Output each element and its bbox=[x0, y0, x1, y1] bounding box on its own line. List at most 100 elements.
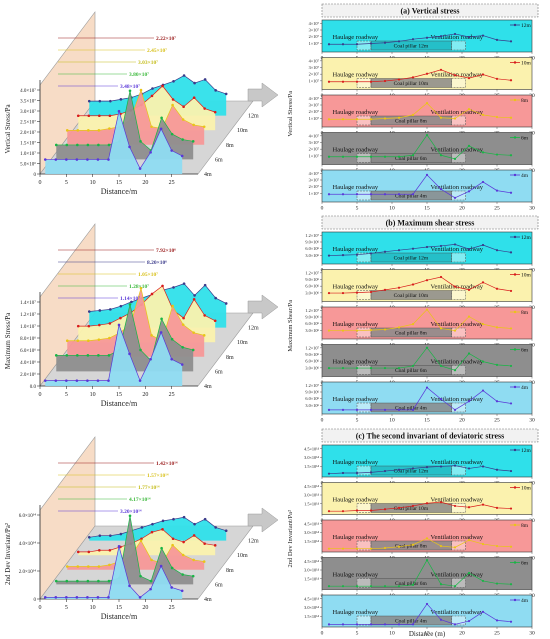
series-line-12m bbox=[329, 33, 512, 45]
data-point bbox=[172, 79, 175, 83]
data-point bbox=[149, 579, 153, 583]
data-point bbox=[213, 544, 217, 547]
series-point bbox=[495, 619, 499, 622]
ventilation-roadway-box bbox=[451, 115, 466, 126]
x-axis-title: Distance/m bbox=[101, 187, 138, 196]
series-point bbox=[495, 189, 499, 192]
data-point bbox=[159, 564, 163, 568]
data-point bbox=[181, 323, 185, 326]
y-tick-label: 8.0×10⁶ bbox=[20, 336, 36, 342]
data-point bbox=[180, 154, 184, 158]
series-point bbox=[425, 279, 429, 282]
slice-line-4m bbox=[45, 323, 183, 382]
data-point bbox=[214, 526, 217, 529]
annotation-value: 7.92×10⁶ bbox=[156, 248, 176, 254]
series-point bbox=[341, 254, 345, 257]
ventilation-roadway-label: Ventilation roadway bbox=[431, 34, 484, 41]
arrow-icon bbox=[247, 82, 279, 108]
y-tick-label: 2×10⁷ bbox=[309, 34, 320, 39]
y-tick-label: 2×10⁷ bbox=[309, 109, 320, 114]
series-point bbox=[327, 547, 331, 550]
series-point bbox=[439, 154, 443, 157]
series-point bbox=[467, 144, 471, 147]
y-tick-label: 3.0×10⁶ bbox=[305, 403, 319, 408]
series-point bbox=[467, 619, 471, 623]
data-point bbox=[150, 334, 153, 337]
annotation-value: 3.20×10¹⁴ bbox=[120, 509, 142, 515]
data-point bbox=[181, 138, 184, 141]
annotation-value: 1.57×10¹⁴ bbox=[147, 473, 169, 479]
y-tick-label: 4.0×10¹⁴ bbox=[19, 541, 37, 547]
data-point bbox=[182, 74, 186, 77]
x-tick-label: 25 bbox=[494, 631, 500, 637]
x-tick-label: 25 bbox=[494, 206, 500, 212]
data-point bbox=[76, 354, 79, 357]
depth-label-8m: 8m bbox=[226, 143, 234, 149]
coal-pillar-label: Coal pillar 10m bbox=[394, 293, 429, 299]
series-point bbox=[509, 364, 513, 368]
data-point bbox=[203, 78, 207, 81]
slice-line-12m bbox=[89, 75, 227, 102]
coal-pillar-box bbox=[370, 615, 452, 626]
y-tick-label: 4×10⁷ bbox=[309, 96, 320, 101]
series-point bbox=[369, 118, 373, 121]
series-point bbox=[411, 38, 415, 41]
series-point bbox=[425, 308, 429, 311]
series-point bbox=[341, 408, 345, 411]
series-point bbox=[369, 290, 373, 294]
series-point bbox=[453, 504, 457, 508]
y-tick-label: 1.2×10⁷ bbox=[305, 233, 319, 238]
ventilation-roadway-label: Ventilation roadway bbox=[431, 321, 484, 328]
data-point bbox=[149, 587, 152, 591]
data-point bbox=[97, 129, 101, 132]
x-axis-title: Distance (m) bbox=[409, 630, 446, 638]
x-tick-label: 5 bbox=[356, 631, 359, 637]
legend-marker bbox=[513, 310, 517, 314]
series-point bbox=[411, 364, 415, 368]
y-tick-label: 1.5×10¹⁴ bbox=[304, 576, 319, 581]
y-tick-label: 6.0×10⁶ bbox=[305, 321, 319, 326]
x-tick-label: 5 bbox=[356, 206, 359, 212]
coal-pillar-box bbox=[370, 503, 452, 513]
series-line-6m bbox=[329, 559, 512, 587]
data-point bbox=[159, 127, 163, 131]
data-point bbox=[150, 94, 154, 98]
x-tick-label: 20 bbox=[459, 206, 465, 212]
x-tick-label: 30 bbox=[529, 206, 535, 212]
data-point bbox=[43, 379, 47, 382]
x-tick-label: 20 bbox=[459, 418, 465, 424]
right-stacked-charts: (a) Vertical stress Coal pillar 12m Haulag… bbox=[287, 3, 539, 212]
ventilation-roadway-box bbox=[451, 615, 466, 626]
series-point bbox=[509, 507, 513, 510]
section-title-box bbox=[321, 3, 539, 18]
left-3d-chart: 0 5.0×10⁶ 1.0×10⁷ 1.5×10⁷ 2.0×10⁷ 2.5×10⁷ 3.0×… bbox=[4, 11, 259, 196]
data-point bbox=[180, 363, 184, 366]
panel-second-invariant: 0 2.0×10¹⁴ 4.0×10¹⁴ 6.0×10¹⁴ 2nd Dev Invaria… bbox=[4, 428, 539, 638]
series-point bbox=[481, 151, 485, 154]
series-point bbox=[467, 571, 471, 575]
data-point bbox=[193, 294, 196, 297]
y-tick-label: 6.0×10¹⁴ bbox=[19, 513, 37, 519]
data-point bbox=[86, 596, 89, 599]
data-point bbox=[54, 596, 58, 599]
data-point bbox=[139, 574, 142, 578]
x-tick-label: 15 bbox=[424, 631, 430, 637]
data-point bbox=[214, 296, 217, 300]
haulage-roadway-box bbox=[356, 115, 372, 126]
depth-label-10m: 10m bbox=[237, 340, 248, 346]
y-tick-label: 9.0×10⁶ bbox=[305, 240, 319, 245]
annotation-value: 3.03×10⁷ bbox=[138, 60, 158, 66]
data-point bbox=[138, 379, 142, 382]
data-point bbox=[54, 143, 58, 147]
y-tick-label: 3.0×10⁶ bbox=[305, 253, 319, 258]
series-point bbox=[341, 547, 345, 550]
y-axis-title: 2nd Dev Invariant/Pa² bbox=[4, 523, 12, 585]
legend-marker bbox=[513, 235, 517, 239]
data-point bbox=[65, 379, 68, 382]
data-point bbox=[98, 548, 101, 552]
x-tick-label: 20 bbox=[459, 631, 465, 637]
series-point bbox=[495, 468, 499, 471]
coal-pillar-label: Coal pillar 8m bbox=[395, 544, 427, 550]
slice-line-12m bbox=[89, 516, 227, 538]
data-point bbox=[161, 284, 164, 288]
